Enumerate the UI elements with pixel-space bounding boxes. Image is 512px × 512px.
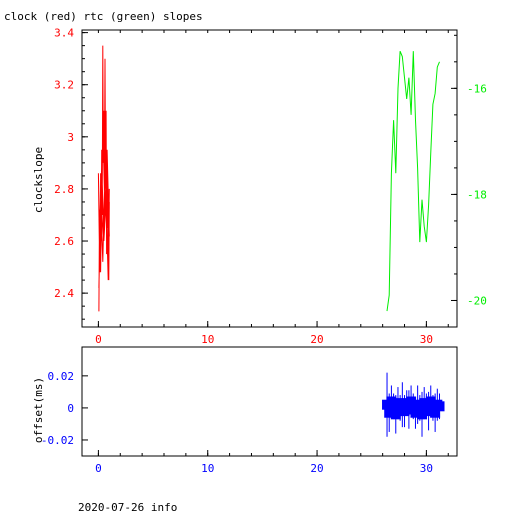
bottom-x-tick-label: 0: [95, 462, 102, 475]
bottom-x-tick-label: 10: [201, 462, 214, 475]
bottom-plot-frame: [81, 346, 458, 457]
offset-point: [417, 409, 428, 420]
offset-point: [384, 407, 395, 418]
bottom-bottom-axis: 0 10 20 30: [95, 450, 449, 475]
top-x-tick-label: 20: [310, 333, 323, 346]
bottom-left-tick-label: 0: [67, 402, 74, 415]
top-left-tick-label: 3: [67, 131, 74, 144]
bottom-left-tick-label: 0.02: [48, 370, 75, 383]
offset-point: [430, 407, 441, 418]
top-left-tick-label: 2.6: [54, 235, 74, 248]
top-right-tick-label: -18: [467, 188, 487, 201]
offset-point: [390, 409, 401, 420]
top-left-tick-label: 2.8: [54, 183, 74, 196]
top-series-group: [97, 45, 440, 312]
top-left-axis: 2.4 2.6 2.8 3 3.2 3.4: [54, 27, 88, 320]
top-right-axis: -20 -18 -16: [451, 34, 487, 328]
chart-title: clock (red) rtc (green) slopes: [4, 10, 203, 23]
top-right-tick-label: -16: [467, 82, 487, 95]
top-x-tick-label: 0: [95, 333, 102, 346]
top-left-tick-label: 3.4: [54, 27, 74, 40]
offset-point: [434, 401, 445, 412]
top-bottom-axis: 0 10 20 30: [95, 30, 449, 346]
top-right-tick-label: -20: [467, 294, 487, 307]
bottom-left-tick-label: -0.02: [41, 434, 74, 447]
bottom-x-tick-label: 30: [420, 462, 433, 475]
top-left-tick-label: 2.4: [54, 287, 74, 300]
top-x-tick-label: 10: [201, 333, 214, 346]
top-left-tick-label: 3.2: [54, 79, 74, 92]
series-line-clock: [97, 45, 110, 312]
offset-point: [425, 396, 436, 407]
top-y-axis-label: clockslope: [32, 147, 45, 213]
footer-date: 2020-07-26 info: [78, 501, 177, 512]
top-x-tick-label: 30: [420, 333, 433, 346]
series-line-rtc: [386, 51, 440, 312]
bottom-y-axis-label: offset(ms): [32, 377, 45, 443]
bottom-x-tick-label: 20: [310, 462, 323, 475]
bottom-series-group: [382, 372, 445, 437]
bottom-left-axis: -0.02 0 0.02: [41, 370, 88, 447]
top-plot-frame: [81, 29, 458, 328]
